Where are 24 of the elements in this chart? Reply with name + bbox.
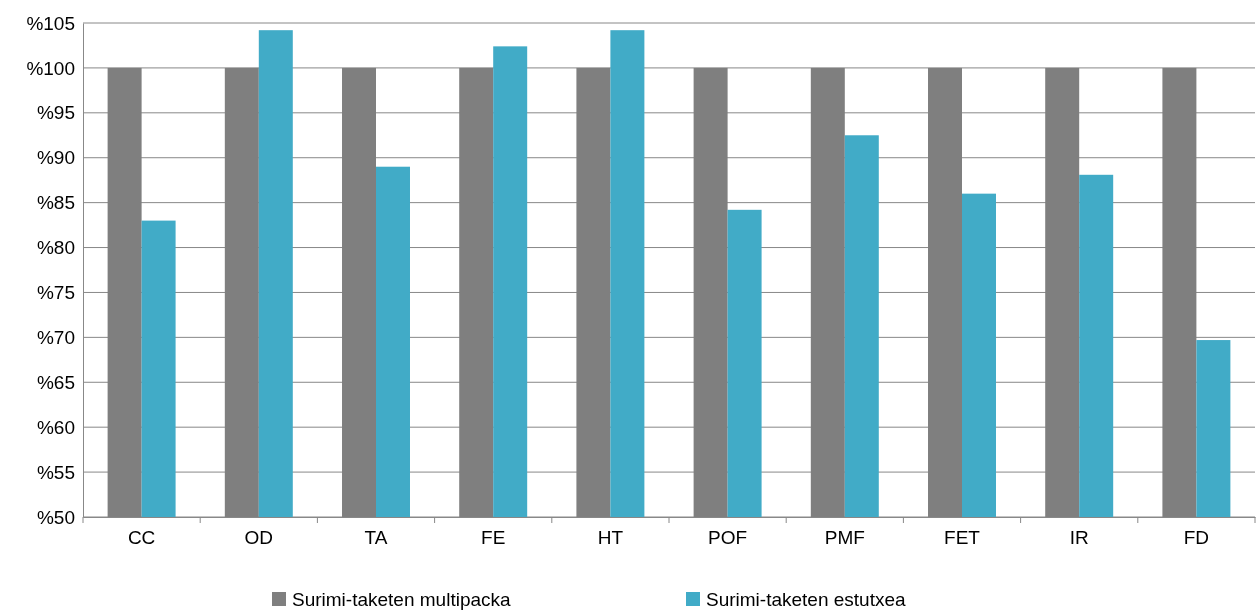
x-tick-label: PMF xyxy=(824,527,865,549)
legend-label: Surimi-taketen multipacka xyxy=(292,589,512,610)
x-tick-label: CC xyxy=(127,527,156,549)
x-tick-label: FD xyxy=(1183,527,1210,549)
y-tick-label: %60 xyxy=(36,416,75,438)
x-tick-label: FET xyxy=(944,527,981,549)
y-tick-label: %75 xyxy=(36,282,75,304)
y-tick-label: %105 xyxy=(26,12,75,34)
x-tick-label: HT xyxy=(597,527,624,549)
y-tick-label: %55 xyxy=(36,461,75,483)
y-tick-label: %90 xyxy=(36,147,75,169)
y-tick-label: %50 xyxy=(36,506,75,528)
y-tick-label: %100 xyxy=(26,57,75,79)
x-tick-label: POF xyxy=(708,527,748,549)
y-tick-label: %95 xyxy=(36,102,75,124)
y-tick-label: %85 xyxy=(36,192,75,214)
x-tick-label: TA xyxy=(364,527,388,549)
x-tick-label: IR xyxy=(1069,527,1089,549)
legend-label: Surimi-taketen estutxea xyxy=(706,589,907,610)
x-tick-label: FE xyxy=(481,527,506,549)
y-tick-label: %80 xyxy=(36,237,75,259)
y-tick-label: %65 xyxy=(36,371,75,393)
y-tick-label: %70 xyxy=(36,326,75,348)
x-tick-label: OD xyxy=(244,527,274,549)
